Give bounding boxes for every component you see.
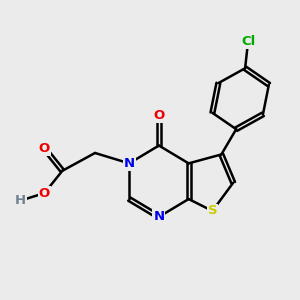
Text: O: O <box>153 109 164 122</box>
Text: O: O <box>39 187 50 200</box>
Text: N: N <box>153 210 164 224</box>
Text: O: O <box>39 142 50 155</box>
Text: N: N <box>124 157 135 170</box>
Text: S: S <box>208 204 217 218</box>
Text: H: H <box>15 194 26 207</box>
Text: Cl: Cl <box>241 35 255 48</box>
